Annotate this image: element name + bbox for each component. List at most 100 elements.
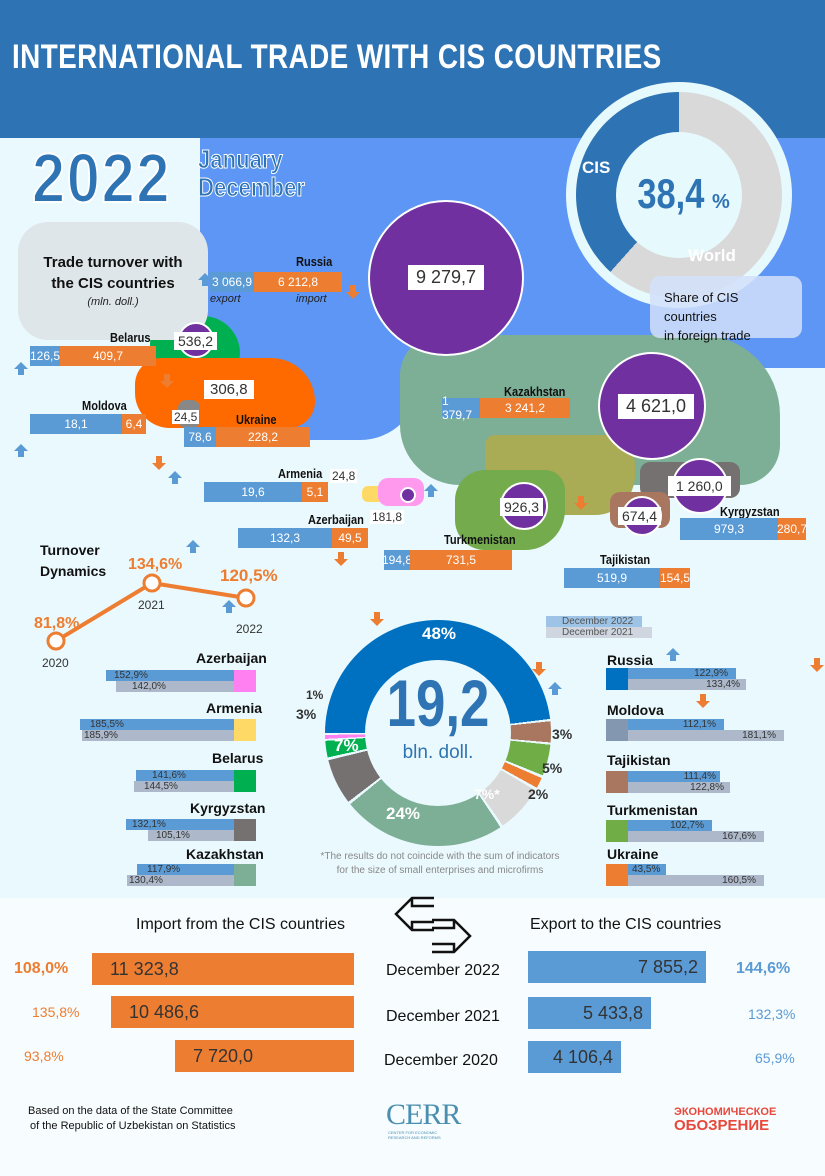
growth-bar-2021: 142,0%: [116, 681, 234, 692]
import-growth-dec2020: 93,8%: [24, 1048, 64, 1064]
export-value: 126,5: [30, 346, 60, 366]
import-growth-dec2022: 108,0%: [14, 960, 69, 977]
export-arrow-icon: [198, 273, 212, 286]
import-bar-dec2022: 11 323,8: [92, 953, 354, 985]
color-swatch-armenia: [234, 719, 256, 741]
country-name-ukraine: Ukraine: [236, 412, 277, 427]
trade-bar-tajikistan: 519,9 154,5: [564, 568, 690, 588]
growth-bar-2022: 117,9%: [137, 864, 234, 875]
growth-name-russia: Russia: [607, 652, 653, 668]
legend-unit: (mln. doll.): [87, 296, 139, 308]
turnover-armenia: 24,8: [330, 469, 358, 483]
growth-bar-2022: 132,1%: [126, 819, 234, 830]
color-swatch-moldova: [606, 719, 628, 741]
import-value: 154,5: [660, 568, 690, 588]
growth-bar-2021: 160,5%: [628, 875, 764, 886]
period-dec2022: December 2022: [386, 962, 500, 979]
dynamics-line-chart: [46, 573, 256, 651]
share-caption: Share of CIS countries in foreign trade: [650, 276, 802, 343]
growth-name-kazakhstan: Kazakhstan: [186, 846, 264, 862]
import-value: 228,2: [216, 427, 310, 447]
share-donut-hole: [616, 132, 742, 258]
import-value: 731,5: [410, 550, 512, 570]
import-arrow-icon: [574, 496, 588, 510]
color-swatch-ukraine: [606, 864, 628, 886]
growth-bar-2022: 185,5%: [80, 719, 234, 730]
total-turnover-value: 19,2: [386, 666, 490, 740]
import-arrow-icon: [160, 374, 174, 388]
color-swatch-azerbaijan: [234, 670, 256, 692]
structure-donut-hole: [365, 660, 511, 806]
country-name-tajikistan: Tajikistan: [600, 552, 651, 567]
bubble-azerbaijan: [400, 487, 416, 503]
export-value: 18,1: [30, 414, 122, 434]
color-swatch-kazakhstan: [234, 864, 256, 886]
trade-bar-armenia: 19,6 5,1: [204, 482, 328, 502]
dynamics-year-2021: 2021: [138, 598, 165, 612]
import-arrow-icon: [370, 612, 384, 626]
import-value: 6 212,8: [254, 272, 342, 292]
donut-label-kazakhstan: 24%: [386, 804, 421, 823]
turnover-kyrgyzstan: 1 260,0: [668, 476, 731, 496]
export-arrow-icon: [548, 682, 562, 695]
import-value: 49,5: [332, 528, 368, 548]
dynamics-value-2022: 120,5%: [220, 566, 278, 585]
country-name-kazakhstan: Kazakhstan: [504, 384, 566, 399]
legend-dec2021: December 2021: [546, 627, 652, 638]
dynamics-year-2020: 2020: [42, 656, 69, 670]
footnote: *The results do not coincide with the su…: [320, 851, 560, 876]
period-dec2021: December 2021: [386, 1008, 500, 1025]
country-name-russia: Russia: [296, 254, 333, 269]
donut-label-azerbaijan: 1%: [306, 688, 324, 702]
growth-name-belarus: Belarus: [212, 750, 264, 766]
economic-review-logo: ЭКОНОМИЧЕСКОЕ ОБОЗРЕНИЕ: [674, 1106, 777, 1134]
country-name-azerbaijan: Azerbaijan: [308, 512, 364, 527]
growth-name-ukraine: Ukraine: [607, 846, 659, 862]
export-growth-dec2020: 65,9%: [755, 1050, 795, 1066]
export-bar-dec2020: 4 106,4: [528, 1041, 621, 1073]
donut-label-tajikistan: 3%: [552, 726, 573, 742]
export-bar-dec2021: 5 433,8: [528, 997, 651, 1029]
donut-label-other: 7%*: [474, 786, 500, 802]
export-value: 1 379,7: [442, 394, 480, 422]
import-arrow-icon: [346, 285, 360, 299]
growth-name-armenia: Armenia: [206, 700, 263, 716]
export-bar-dec2022: 7 855,2: [528, 951, 706, 983]
growth-name-tajikistan: Tajikistan: [607, 752, 671, 768]
color-swatch-belarus: [234, 770, 256, 792]
period-end: December: [198, 172, 306, 202]
import-arrow-icon: [334, 552, 348, 566]
turnover-azerbaijan: 181,8: [370, 510, 405, 524]
import-arrow-icon: [810, 658, 824, 672]
growth-bar-2022: 152,9%: [106, 670, 234, 681]
growth-legend: December 2022 December 2021: [546, 616, 652, 638]
import-bar-dec2020: 7 720,0: [175, 1040, 354, 1072]
legend-import-label: import: [296, 293, 327, 305]
export-arrow-icon: [168, 471, 182, 484]
export-value: 194,8: [382, 550, 412, 570]
trade-bar-moldova: 18,1 6,4: [30, 414, 146, 434]
import-arrow-icon: [532, 662, 546, 676]
turnover-ukraine: 306,8: [204, 380, 254, 399]
trade-bar-kyrgyzstan: 979,3 280,7: [680, 518, 807, 540]
world-label: World: [688, 246, 736, 265]
dynamics-title: Turnover Dynamics: [40, 542, 107, 579]
growth-bar-2021: 130,4%: [127, 875, 234, 886]
donut-label-turkmenistan: 5%: [542, 760, 563, 776]
import-growth-dec2021: 135,8%: [32, 1004, 80, 1020]
donut-label-belarus: 3%: [296, 706, 317, 722]
color-swatch-russia: [606, 668, 628, 690]
growth-name-moldova: Moldova: [607, 702, 664, 718]
legend-title: Trade turnover with the CIS countries: [43, 254, 183, 292]
country-name-belarus: Belarus: [110, 330, 151, 345]
period-dec2020: December 2020: [384, 1052, 498, 1069]
import-section-title: Import from the CIS countries: [136, 916, 345, 933]
export-arrow-icon: [14, 362, 28, 375]
turnover-russia: 9 279,7: [408, 265, 485, 290]
growth-bar-2021: 181,1%: [628, 730, 784, 741]
growth-name-turkmenistan: Turkmenistan: [607, 802, 698, 818]
growth-bar-2021: 133,4%: [628, 679, 746, 690]
growth-bar-2021: 105,1%: [148, 830, 234, 841]
trade-bar-azerbaijan: 132,3 49,5: [238, 528, 368, 548]
legend-dec2022: December 2022: [546, 616, 642, 627]
